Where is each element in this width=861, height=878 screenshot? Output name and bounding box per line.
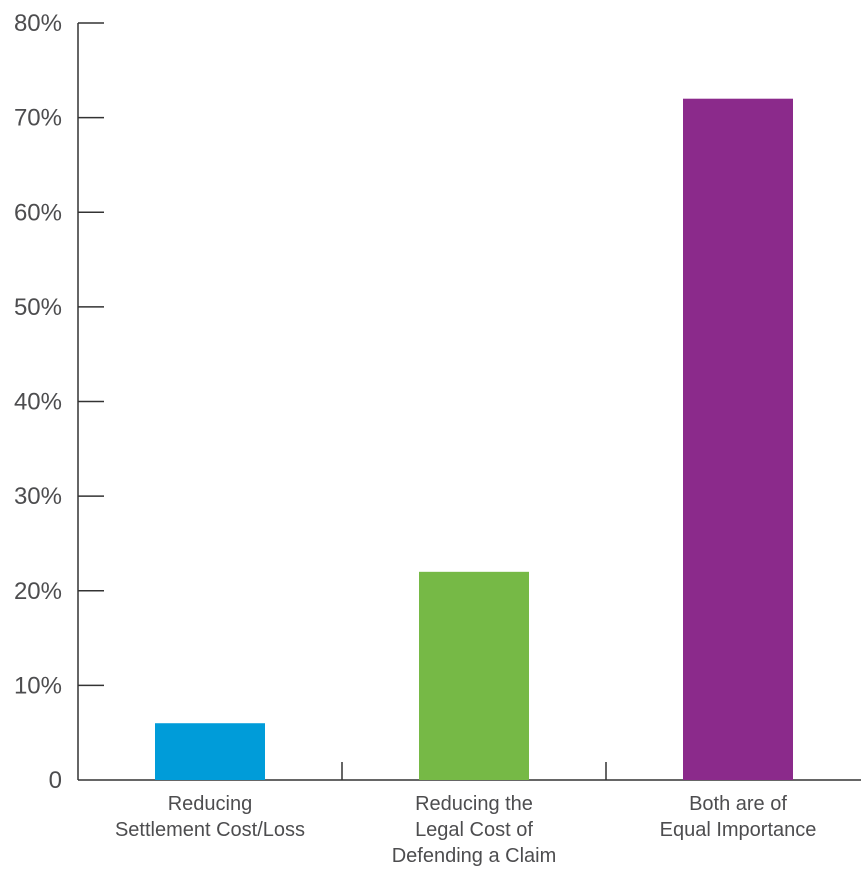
y-tick-label: 80% — [14, 10, 62, 37]
x-tick-label: Reducing — [168, 793, 253, 815]
bar-2 — [419, 571, 529, 780]
y-tick-label: 70% — [14, 105, 62, 132]
x-tick-label: Both are of — [689, 793, 787, 815]
x-tick-labels: Reducing Settlement Cost/Loss Reducing the… — [115, 793, 816, 867]
x-tick-label: Settlement Cost/Loss — [115, 819, 305, 841]
y-axis: 0 10% 20% 30% 40% 50% 60% 70% 80% — [14, 10, 104, 794]
y-tick-label: 50% — [14, 294, 62, 321]
x-tick-label: Reducing the — [415, 793, 533, 815]
x-tick-label: Legal Cost of — [415, 819, 533, 841]
bars — [155, 98, 793, 780]
y-tick-label: 0 — [49, 767, 62, 794]
y-tick-label: 30% — [14, 483, 62, 510]
y-tick-label: 60% — [14, 199, 62, 226]
y-tick-label: 20% — [14, 578, 62, 605]
x-tick-label: Defending a Claim — [392, 845, 557, 867]
y-tick-label: 40% — [14, 389, 62, 416]
x-tick-label: Equal Importance — [660, 819, 817, 841]
bar-3 — [683, 98, 793, 780]
y-tick-label: 10% — [14, 672, 62, 699]
bar-1 — [155, 723, 265, 780]
